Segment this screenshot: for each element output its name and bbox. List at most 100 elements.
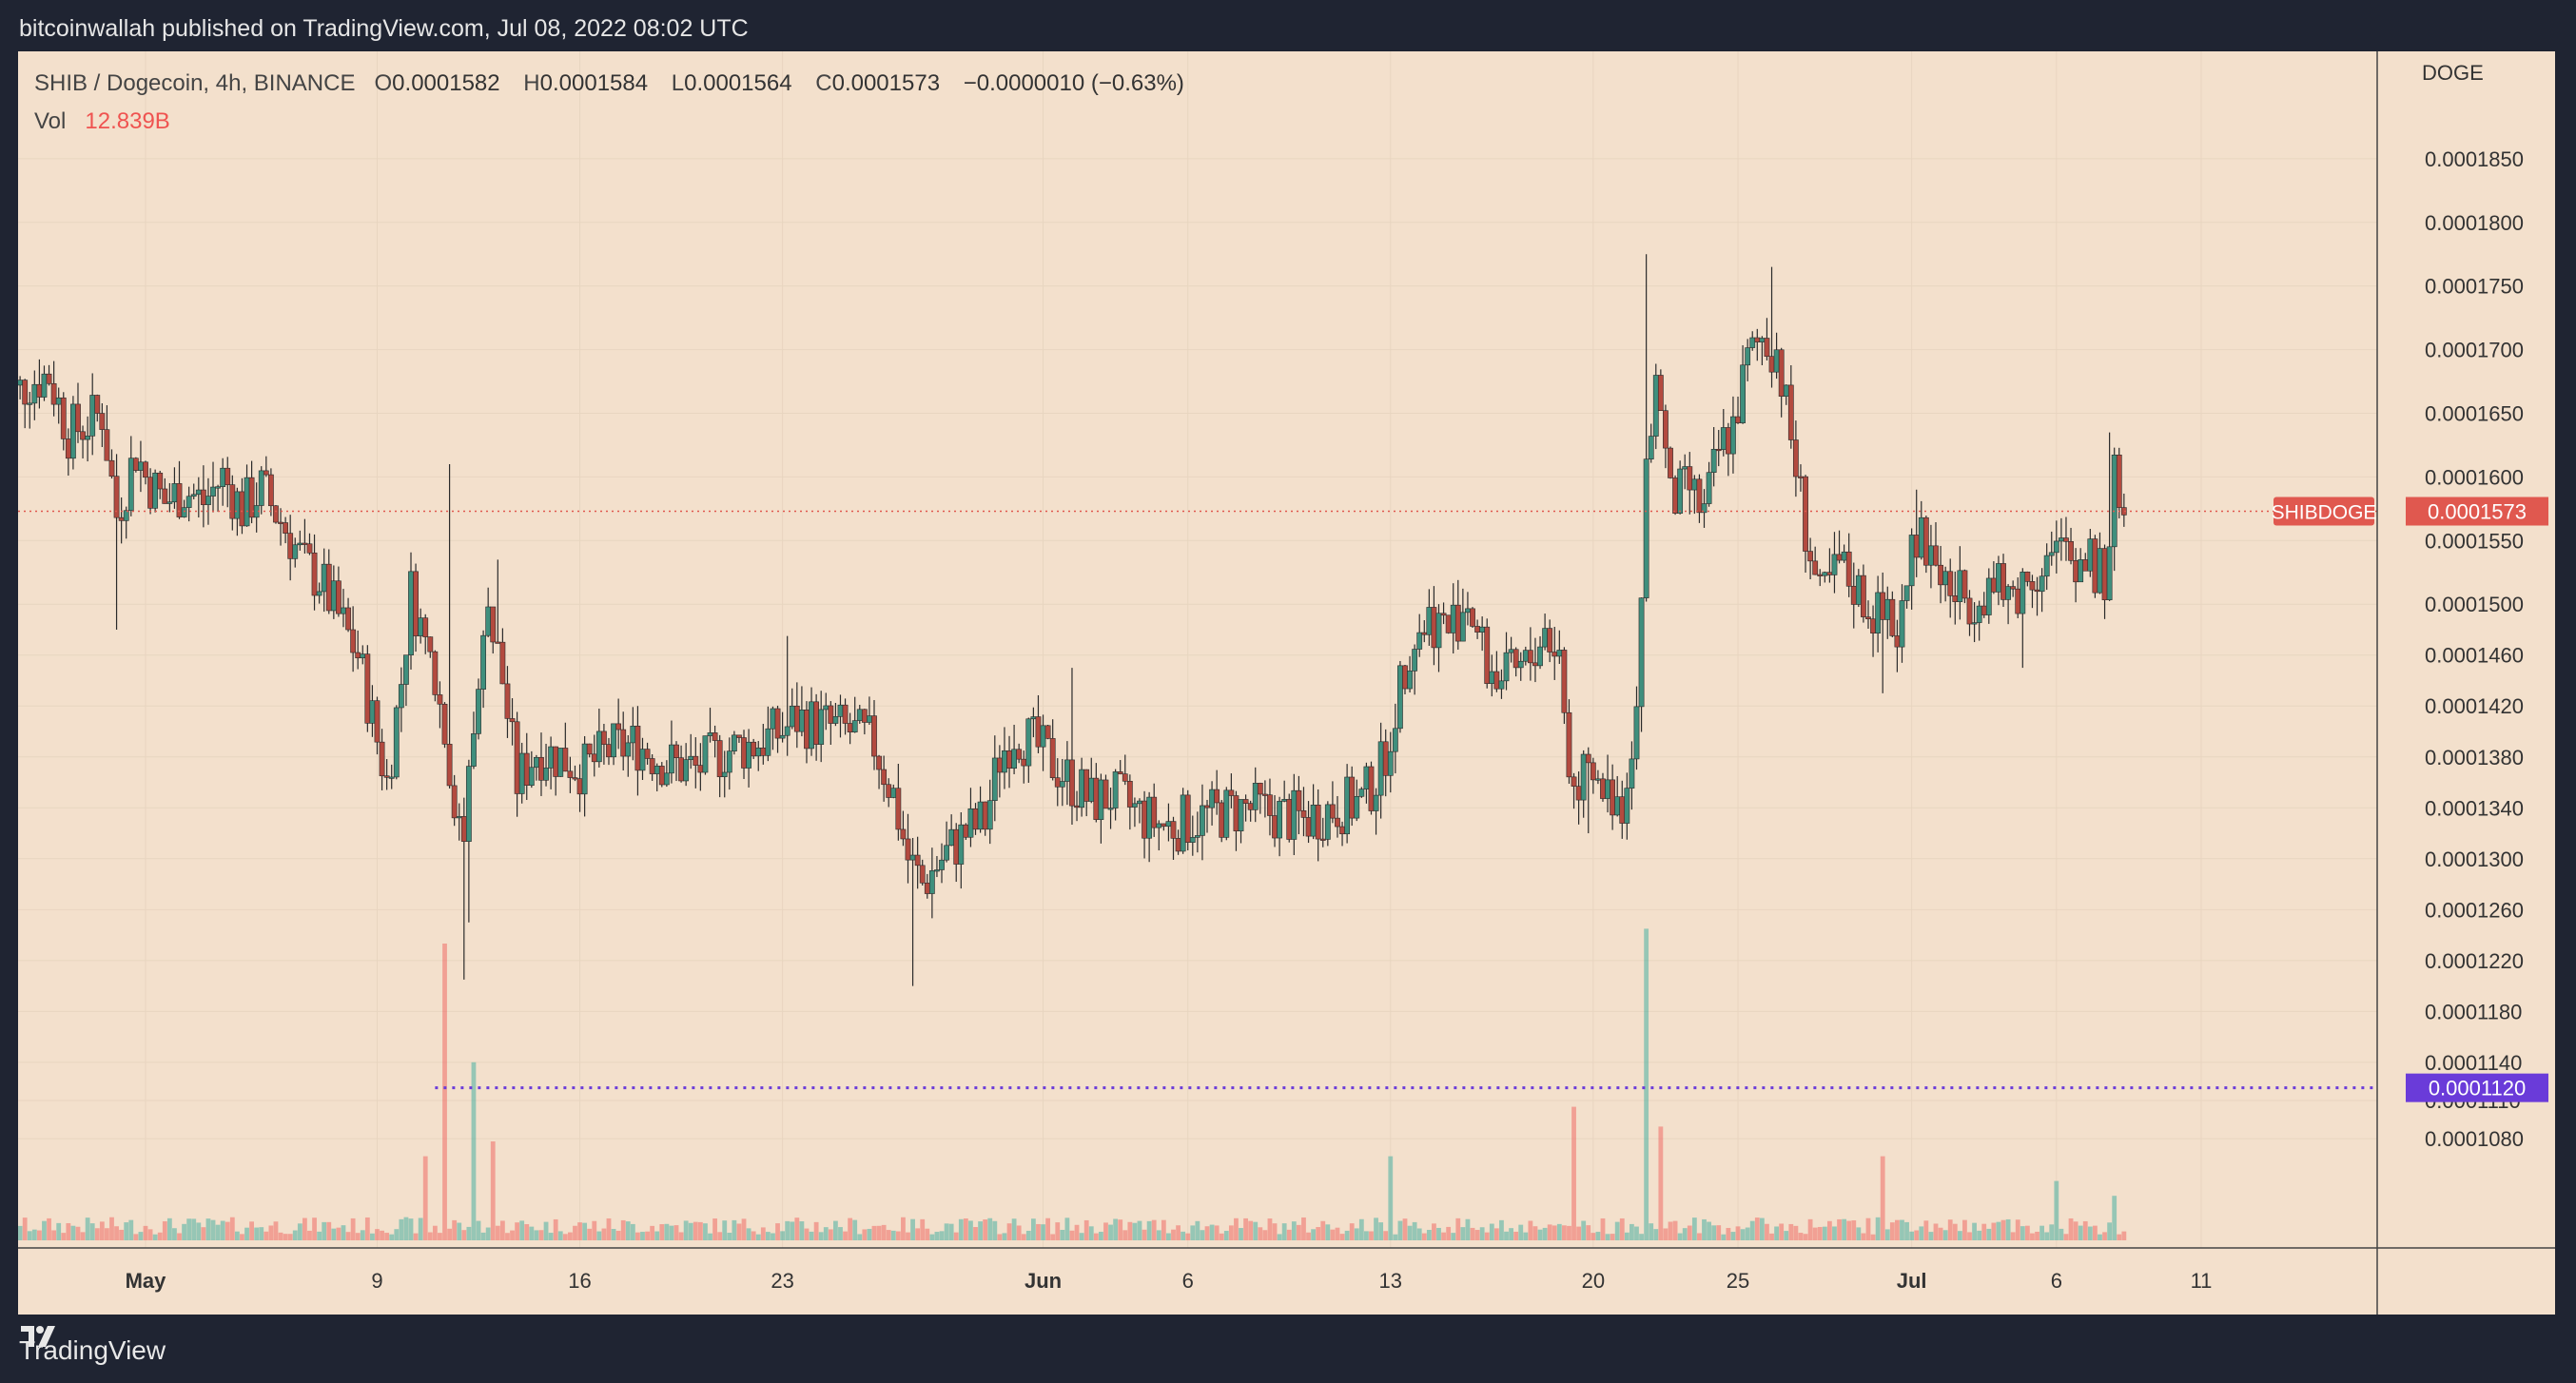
- candle-body: [451, 785, 458, 819]
- candlestick-chart[interactable]: DOGE 0.0001850 0.0001800 0.0001750 0.0001700…: [18, 51, 2555, 1315]
- candle-body: [553, 746, 559, 777]
- price-axis-tick-label: 0.0001550: [2425, 529, 2524, 553]
- volume-bar: [2082, 1220, 2088, 1240]
- volume-bar: [1668, 1221, 1673, 1240]
- volume-bar: [548, 1233, 554, 1240]
- volume-bar: [2121, 1231, 2127, 1240]
- volume-bar: [143, 1225, 148, 1240]
- volume-bar: [476, 1220, 481, 1240]
- candle-body: [41, 373, 48, 398]
- candle-body: [789, 705, 795, 728]
- candle-body: [1880, 592, 1886, 620]
- candle-body: [1431, 607, 1437, 649]
- candle-body: [630, 726, 636, 744]
- candle-body: [1595, 778, 1601, 781]
- candle-body: [1894, 635, 1901, 648]
- publisher-caption: bitcoinwallah published on TradingView.c…: [19, 15, 749, 42]
- volume-bar: [1826, 1220, 1832, 1240]
- volume-bar: [890, 1230, 896, 1240]
- volume-bar: [1470, 1227, 1475, 1240]
- current-price-tag: [2406, 497, 2548, 526]
- candle-body: [267, 474, 274, 507]
- candle-body: [581, 743, 588, 795]
- volume-bar: [1711, 1225, 1717, 1240]
- volume-bar: [1234, 1217, 1239, 1240]
- volume-bar: [2030, 1233, 2035, 1240]
- candle-body: [601, 730, 607, 745]
- candle-body: [693, 755, 699, 766]
- candle-body: [224, 467, 231, 485]
- candle-body: [909, 854, 916, 861]
- candle-body: [22, 380, 29, 405]
- volume-bar: [1856, 1227, 1862, 1240]
- volume-bar: [220, 1220, 225, 1240]
- volume-bar: [278, 1232, 283, 1240]
- candle-body: [1107, 808, 1114, 810]
- volume-bar: [760, 1227, 766, 1240]
- candle-body: [939, 859, 945, 870]
- volume-bar: [196, 1222, 202, 1240]
- volume-bar: [138, 1232, 144, 1240]
- candle-body: [1981, 605, 1987, 615]
- candle-body: [1696, 478, 1703, 514]
- volume-bar: [987, 1217, 993, 1240]
- legend-symbol[interactable]: SHIB / Dogecoin, 4h, BINANCE: [34, 70, 356, 96]
- candle-body: [1652, 375, 1659, 437]
- candle-body: [403, 654, 409, 685]
- candle-body: [176, 483, 183, 517]
- candle-body: [1098, 779, 1104, 820]
- volume-bar: [1832, 1226, 1837, 1240]
- candle-body: [1040, 725, 1046, 748]
- volume-bar: [162, 1220, 167, 1240]
- legend-low: 0.0001564: [684, 70, 792, 96]
- volume-bar: [732, 1219, 737, 1240]
- chart-frame[interactable]: DOGE 0.0001850 0.0001800 0.0001750 0.0001700…: [18, 51, 2555, 1315]
- legend-vol-label[interactable]: Vol: [34, 108, 67, 134]
- volume-bar: [1779, 1223, 1785, 1240]
- volume-bar: [510, 1230, 515, 1240]
- candle-body: [1170, 821, 1177, 839]
- volume-bar: [673, 1225, 679, 1240]
- candle-body: [1580, 753, 1587, 801]
- candle-body: [1412, 649, 1418, 672]
- tradingview-logo-icon[interactable]: [19, 1322, 57, 1351]
- candle-body: [1069, 759, 1075, 807]
- candle-body: [306, 543, 313, 554]
- candle-body: [185, 496, 192, 508]
- volume-bar: [799, 1221, 805, 1240]
- price-axis[interactable]: [2377, 51, 2555, 1315]
- candle-body: [132, 458, 139, 471]
- candle-body: [1450, 604, 1456, 633]
- candle-body: [1798, 476, 1804, 478]
- candle-body: [746, 741, 751, 769]
- candle-body: [1335, 817, 1340, 828]
- volume-bar: [215, 1224, 221, 1240]
- candle-body: [1011, 749, 1017, 769]
- volume-bar: [1103, 1222, 1108, 1240]
- price-axis-tick-label: 0.0001800: [2425, 211, 2524, 235]
- candle-body: [663, 772, 670, 786]
- volume-bar: [384, 1233, 390, 1240]
- candle-body: [1720, 427, 1727, 450]
- candle-body: [572, 777, 578, 780]
- volume-bar: [1595, 1232, 1601, 1240]
- candle-body: [1286, 799, 1293, 840]
- volume-bar: [771, 1233, 775, 1240]
- candle-body: [2073, 559, 2079, 583]
- volume-bar: [1972, 1222, 1977, 1240]
- candle-body: [1508, 649, 1514, 653]
- volume-bar: [997, 1234, 1003, 1240]
- candle-body: [914, 854, 921, 867]
- candle-body: [731, 734, 737, 751]
- volume-bar: [128, 1219, 134, 1240]
- candle-body: [1826, 572, 1833, 575]
- candle-body: [1547, 628, 1553, 653]
- volume-bar: [871, 1225, 877, 1240]
- candle-body: [1783, 384, 1789, 397]
- volume-bar: [1649, 1223, 1654, 1240]
- candle-body: [1267, 794, 1273, 816]
- symbol-tag: [2274, 497, 2374, 526]
- candle-body: [567, 770, 574, 778]
- volume-bar: [1977, 1230, 1982, 1240]
- volume-bar: [881, 1224, 887, 1240]
